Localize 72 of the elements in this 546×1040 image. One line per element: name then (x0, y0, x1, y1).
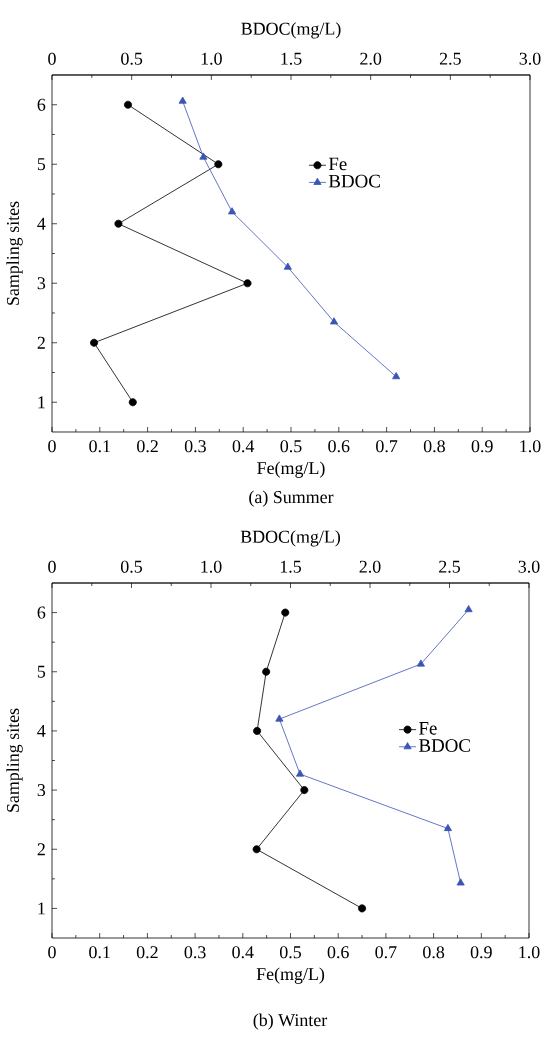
y-tick-label: 2 (37, 336, 45, 349)
x-tick-label: 0.3 (184, 946, 206, 959)
x-tick-label: 0.4 (232, 946, 254, 959)
y-tick-label: 3 (37, 784, 46, 797)
x2-tick-label: 1.5 (281, 52, 302, 65)
point (252, 845, 261, 854)
x-tick-label: 0.2 (137, 440, 158, 453)
legend-label: BDOC (328, 174, 380, 188)
x-tick-label: 0.7 (376, 440, 398, 453)
x2-tick-label: 2.5 (439, 560, 461, 573)
y-axis-title: Sampling sites (6, 708, 23, 812)
y-tick-label: 5 (37, 158, 46, 171)
x2-tick-label: 3.0 (519, 52, 541, 65)
x-tick-label: 1.0 (519, 946, 540, 959)
y-tick-label: 4 (37, 217, 46, 230)
y-tick-label: 5 (37, 665, 46, 678)
y-tick-label: 2 (37, 843, 45, 856)
y-tick-label: 1 (38, 396, 45, 409)
x-tick-label: 0.6 (328, 440, 350, 453)
point (253, 726, 262, 735)
x2-tick-label: 1.0 (201, 52, 222, 65)
point (300, 786, 309, 795)
y-tick-label: 4 (37, 725, 46, 737)
x2-tick-label: 2.0 (359, 560, 381, 573)
x2-tick-label: 1.0 (201, 560, 222, 573)
x2-tick-label: 0 (48, 560, 56, 573)
y-tick-label: 6 (37, 606, 46, 619)
point (114, 219, 123, 228)
x-axis-title: Fe(mg/L) (257, 461, 325, 478)
x-tick-label: 0.1 (89, 440, 110, 453)
x-tick-label: 0.6 (327, 946, 349, 959)
x-tick-label: 0.5 (279, 946, 302, 959)
x-tick-label: 0.9 (470, 946, 492, 959)
x-tick-label: 0.8 (423, 440, 445, 453)
text: (a) Summer (249, 490, 334, 507)
x2-tick-label: 2.5 (439, 52, 461, 65)
legend-label: Fe (328, 157, 347, 171)
x2-axis-title: BDOC(mg/L) (240, 530, 341, 547)
x2-tick-label: 0.5 (121, 52, 143, 65)
legend-label: Fe (418, 722, 437, 735)
x-axis-title: Fe(mg/L) (256, 967, 325, 984)
x2-tick-label: 3.0 (518, 560, 540, 573)
x-tick-label: 0.8 (423, 946, 445, 959)
x2-tick-label: 2.0 (360, 52, 382, 65)
x2-tick-label: 1.5 (280, 560, 302, 573)
x-tick-label: 0.4 (232, 440, 255, 453)
x-tick-label: 0.5 (280, 440, 302, 453)
x-tick-label: 0.1 (89, 946, 110, 959)
x-tick-label: 0 (48, 440, 56, 453)
point (128, 398, 137, 407)
point (214, 160, 223, 169)
point (358, 904, 367, 913)
point (124, 100, 132, 109)
x-tick-label: 0.3 (184, 440, 206, 453)
x-tick-label: 0.2 (136, 946, 158, 959)
x-tick-label: 1.0 (520, 440, 541, 453)
x-tick-label: 0.9 (471, 440, 493, 453)
x2-tick-label: 0 (48, 52, 56, 65)
x2-axis-title: BDOC(mg/L) (241, 22, 341, 39)
y-tick-label: 3 (37, 277, 46, 290)
y-tick-label: 6 (37, 98, 46, 111)
point (90, 338, 99, 347)
y-tick-label: 1 (38, 902, 45, 915)
x-tick-label: 0.7 (375, 946, 397, 959)
point (262, 667, 271, 676)
point (281, 608, 290, 617)
text: (b) Winter (253, 1013, 328, 1030)
x2-tick-label: 0.5 (120, 560, 143, 573)
y-axis-title: Sampling sites (6, 201, 23, 305)
legend-label: BDOC (418, 739, 470, 752)
x-tick-label: 0 (48, 946, 56, 959)
point (243, 279, 252, 288)
